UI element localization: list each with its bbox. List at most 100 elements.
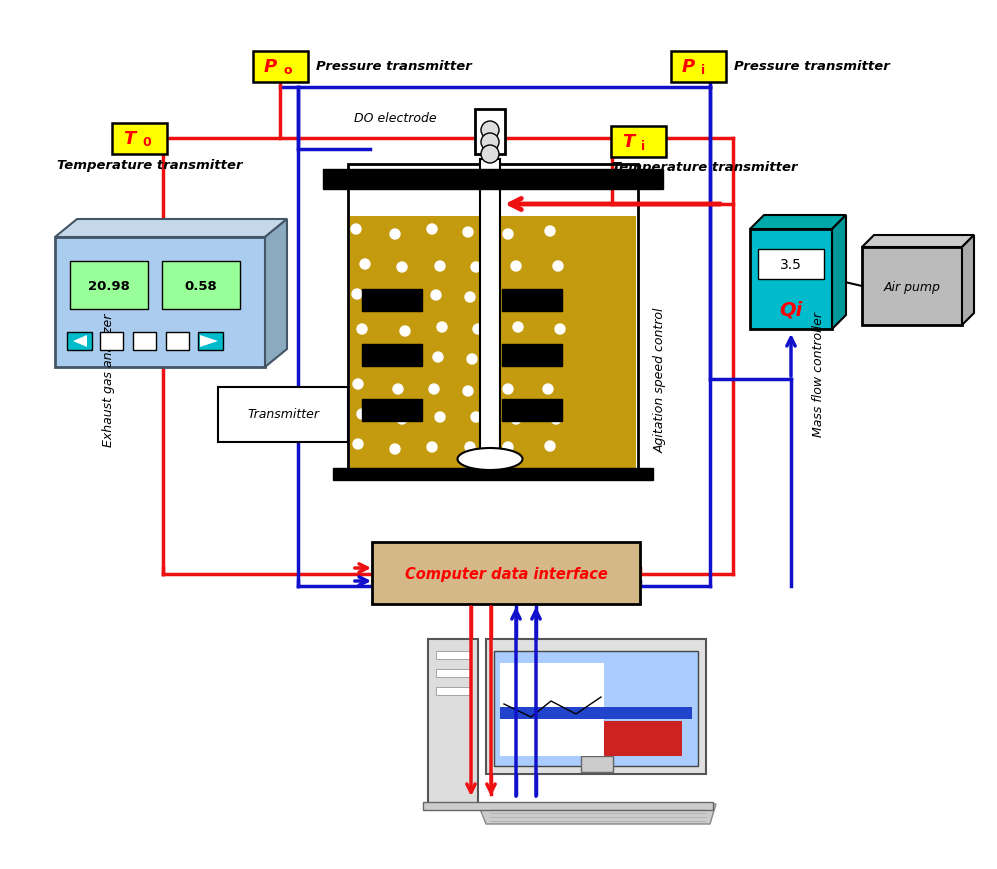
Circle shape	[429, 385, 439, 395]
Text: 3.5: 3.5	[780, 258, 802, 272]
Bar	[750, 229, 832, 329]
Polygon shape	[265, 220, 287, 368]
Bar	[133, 333, 156, 350]
Bar	[323, 169, 663, 189]
FancyArrowPatch shape	[467, 607, 476, 793]
Text: i: i	[641, 139, 645, 152]
Bar	[436, 687, 470, 695]
Circle shape	[431, 290, 441, 301]
Polygon shape	[862, 235, 974, 248]
Bar	[162, 262, 240, 309]
FancyArrowPatch shape	[510, 199, 720, 210]
Bar	[198, 333, 223, 350]
FancyArrowPatch shape	[487, 607, 496, 793]
Circle shape	[551, 415, 561, 425]
Circle shape	[505, 293, 515, 302]
Circle shape	[465, 293, 475, 302]
Text: P: P	[264, 58, 277, 76]
Bar	[502, 345, 562, 367]
FancyBboxPatch shape	[671, 51, 726, 83]
Circle shape	[390, 444, 400, 454]
Circle shape	[511, 262, 521, 272]
Bar	[436, 651, 470, 660]
Bar	[67, 333, 92, 350]
Bar	[604, 721, 682, 756]
Circle shape	[437, 322, 447, 333]
Circle shape	[503, 442, 513, 453]
Bar	[166, 333, 189, 350]
Circle shape	[471, 413, 481, 422]
Circle shape	[547, 292, 557, 302]
Bar	[862, 248, 962, 326]
Text: Agitation speed control: Agitation speed control	[653, 307, 667, 452]
Bar	[423, 802, 713, 810]
Circle shape	[511, 415, 521, 425]
Circle shape	[555, 325, 565, 335]
Text: Pressure transmitter: Pressure transmitter	[734, 61, 889, 73]
Text: 0.58: 0.58	[184, 279, 217, 292]
FancyArrowPatch shape	[355, 577, 367, 586]
FancyBboxPatch shape	[610, 126, 666, 157]
Circle shape	[353, 380, 363, 389]
Bar	[436, 669, 470, 677]
Bar	[350, 216, 636, 480]
Circle shape	[465, 442, 475, 453]
Bar	[100, 333, 123, 350]
Bar	[486, 640, 706, 774]
Text: Pressure transmitter: Pressure transmitter	[316, 61, 472, 73]
Text: T: T	[123, 129, 136, 148]
Text: o: o	[283, 64, 291, 77]
Polygon shape	[962, 235, 974, 326]
Bar	[70, 262, 148, 309]
Bar	[372, 542, 640, 604]
Bar	[480, 160, 500, 460]
Bar	[500, 707, 692, 720]
Circle shape	[467, 355, 477, 365]
Circle shape	[395, 355, 405, 365]
FancyArrowPatch shape	[511, 611, 520, 796]
Circle shape	[353, 440, 363, 449]
Bar	[581, 756, 613, 773]
Circle shape	[427, 442, 437, 453]
Bar	[758, 249, 824, 280]
Text: Mass flow controller: Mass flow controller	[813, 312, 826, 437]
Bar	[500, 663, 604, 756]
Circle shape	[400, 327, 410, 336]
Circle shape	[507, 353, 517, 362]
Text: Air pump: Air pump	[883, 280, 940, 293]
Circle shape	[513, 322, 523, 333]
Bar	[502, 289, 562, 312]
FancyArrowPatch shape	[787, 338, 796, 377]
Circle shape	[473, 325, 483, 335]
Circle shape	[397, 415, 407, 425]
Circle shape	[435, 413, 445, 422]
Bar	[218, 388, 348, 442]
Bar	[348, 165, 638, 480]
FancyBboxPatch shape	[252, 51, 307, 83]
Polygon shape	[200, 335, 218, 348]
Text: Exhaust gas analyzer: Exhaust gas analyzer	[102, 313, 115, 446]
Text: 0: 0	[142, 136, 151, 149]
Bar	[502, 400, 562, 421]
Circle shape	[427, 225, 437, 235]
Text: Qi: Qi	[780, 300, 803, 319]
Circle shape	[503, 229, 513, 240]
Circle shape	[463, 387, 473, 396]
Polygon shape	[750, 216, 846, 229]
Circle shape	[393, 295, 403, 305]
FancyArrowPatch shape	[531, 611, 540, 796]
Circle shape	[545, 441, 555, 452]
Text: Temperature transmitter: Temperature transmitter	[612, 162, 798, 175]
Text: P: P	[682, 58, 695, 76]
Circle shape	[435, 262, 445, 272]
Circle shape	[357, 325, 367, 335]
Polygon shape	[832, 216, 846, 329]
Circle shape	[351, 225, 361, 235]
Text: DO electrode: DO electrode	[354, 111, 437, 124]
Polygon shape	[73, 335, 87, 348]
Text: Computer data interface: Computer data interface	[405, 566, 607, 580]
Circle shape	[543, 385, 553, 395]
Text: Temperature transmitter: Temperature transmitter	[57, 158, 242, 171]
Circle shape	[397, 262, 407, 273]
Bar	[362, 345, 422, 367]
